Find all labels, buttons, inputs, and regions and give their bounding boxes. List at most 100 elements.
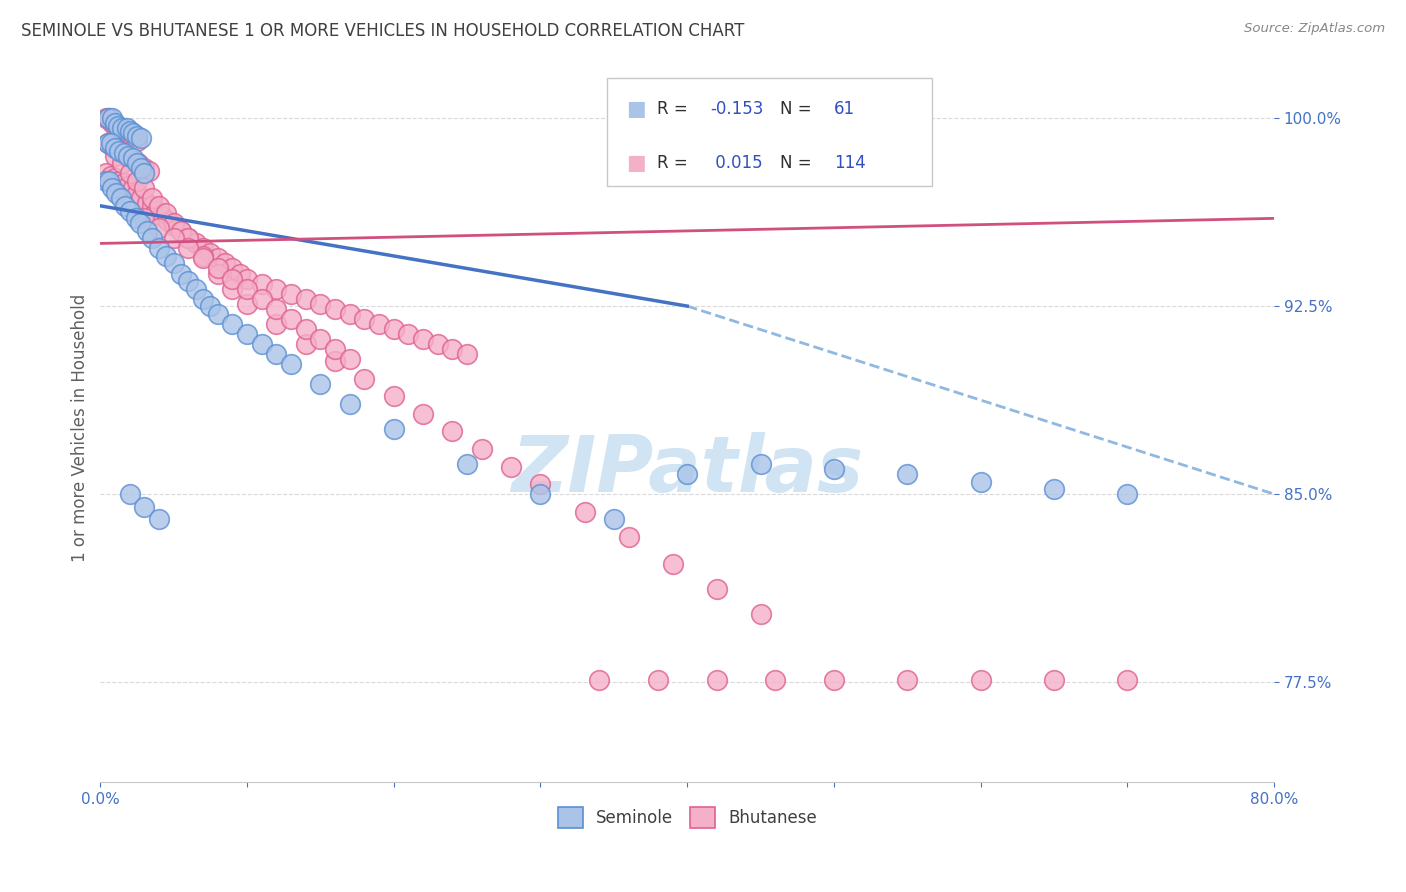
Point — [104, 149, 127, 163]
Point — [200, 246, 222, 260]
Point — [266, 301, 288, 316]
Point — [136, 224, 159, 238]
Text: N =: N = — [780, 100, 817, 118]
Point — [105, 141, 128, 155]
Point — [150, 209, 173, 223]
Point — [131, 191, 153, 205]
Point — [191, 292, 214, 306]
Point — [1043, 482, 1066, 496]
Point — [112, 176, 135, 190]
Point — [661, 558, 683, 572]
Point — [823, 673, 845, 687]
Point — [339, 397, 361, 411]
Point — [749, 457, 772, 471]
Point — [749, 607, 772, 622]
Point — [96, 111, 118, 125]
Point — [177, 231, 200, 245]
Point — [98, 111, 121, 125]
Point — [125, 156, 148, 170]
Text: -0.153: -0.153 — [710, 100, 763, 118]
Point — [105, 186, 128, 201]
Point — [323, 342, 346, 356]
Point — [221, 317, 243, 331]
Point — [823, 462, 845, 476]
Point — [382, 321, 405, 335]
Point — [382, 422, 405, 436]
Point — [136, 196, 159, 211]
Point — [1116, 673, 1139, 687]
Point — [177, 274, 200, 288]
Point — [118, 151, 141, 165]
Point — [221, 271, 243, 285]
Text: R =: R = — [657, 154, 693, 172]
Point — [111, 121, 134, 136]
Text: N =: N = — [780, 154, 817, 172]
Point — [100, 136, 122, 150]
Point — [134, 181, 156, 195]
Point — [104, 171, 127, 186]
Point — [323, 301, 346, 316]
Point — [221, 261, 243, 276]
Point — [138, 163, 160, 178]
Point — [368, 317, 391, 331]
Text: Source: ZipAtlas.com: Source: ZipAtlas.com — [1244, 22, 1385, 36]
Point — [398, 326, 420, 341]
Point — [177, 231, 200, 245]
Point — [207, 252, 229, 266]
Point — [108, 174, 131, 188]
Point — [125, 128, 148, 143]
Point — [309, 376, 332, 391]
Point — [339, 351, 361, 366]
Point — [155, 206, 177, 220]
Point — [339, 307, 361, 321]
Point — [200, 299, 222, 313]
Point — [1043, 673, 1066, 687]
Point — [163, 219, 186, 233]
Point — [177, 242, 200, 256]
Point — [155, 249, 177, 263]
Point — [121, 181, 143, 195]
Point — [207, 267, 229, 281]
Point — [115, 126, 138, 140]
Point — [236, 296, 259, 310]
Point — [163, 216, 186, 230]
Text: 61: 61 — [834, 100, 855, 118]
Point — [101, 116, 124, 130]
Point — [131, 131, 153, 145]
Point — [441, 342, 464, 356]
Point — [163, 231, 186, 245]
Point — [141, 191, 163, 205]
Point — [101, 111, 124, 125]
Point — [134, 161, 156, 176]
Point — [170, 267, 193, 281]
Point — [207, 261, 229, 276]
Point — [101, 181, 124, 195]
Text: 0.015: 0.015 — [710, 154, 762, 172]
Point — [529, 477, 551, 491]
Point — [121, 151, 143, 165]
Point — [101, 138, 124, 153]
Point — [250, 292, 273, 306]
Point — [184, 236, 207, 251]
Point — [97, 111, 120, 125]
Point — [353, 372, 375, 386]
Point — [309, 296, 332, 310]
Point — [353, 311, 375, 326]
Point — [191, 242, 214, 256]
Point — [98, 174, 121, 188]
Point — [125, 174, 148, 188]
Point — [647, 673, 669, 687]
Point — [112, 146, 135, 161]
Point — [118, 487, 141, 501]
Point — [141, 231, 163, 245]
Point — [529, 487, 551, 501]
Point — [118, 128, 141, 143]
Point — [456, 457, 478, 471]
Point — [763, 673, 786, 687]
Point — [706, 673, 728, 687]
Point — [456, 347, 478, 361]
Point — [501, 459, 523, 474]
Point — [323, 354, 346, 368]
Text: R =: R = — [657, 100, 693, 118]
Point — [156, 214, 179, 228]
